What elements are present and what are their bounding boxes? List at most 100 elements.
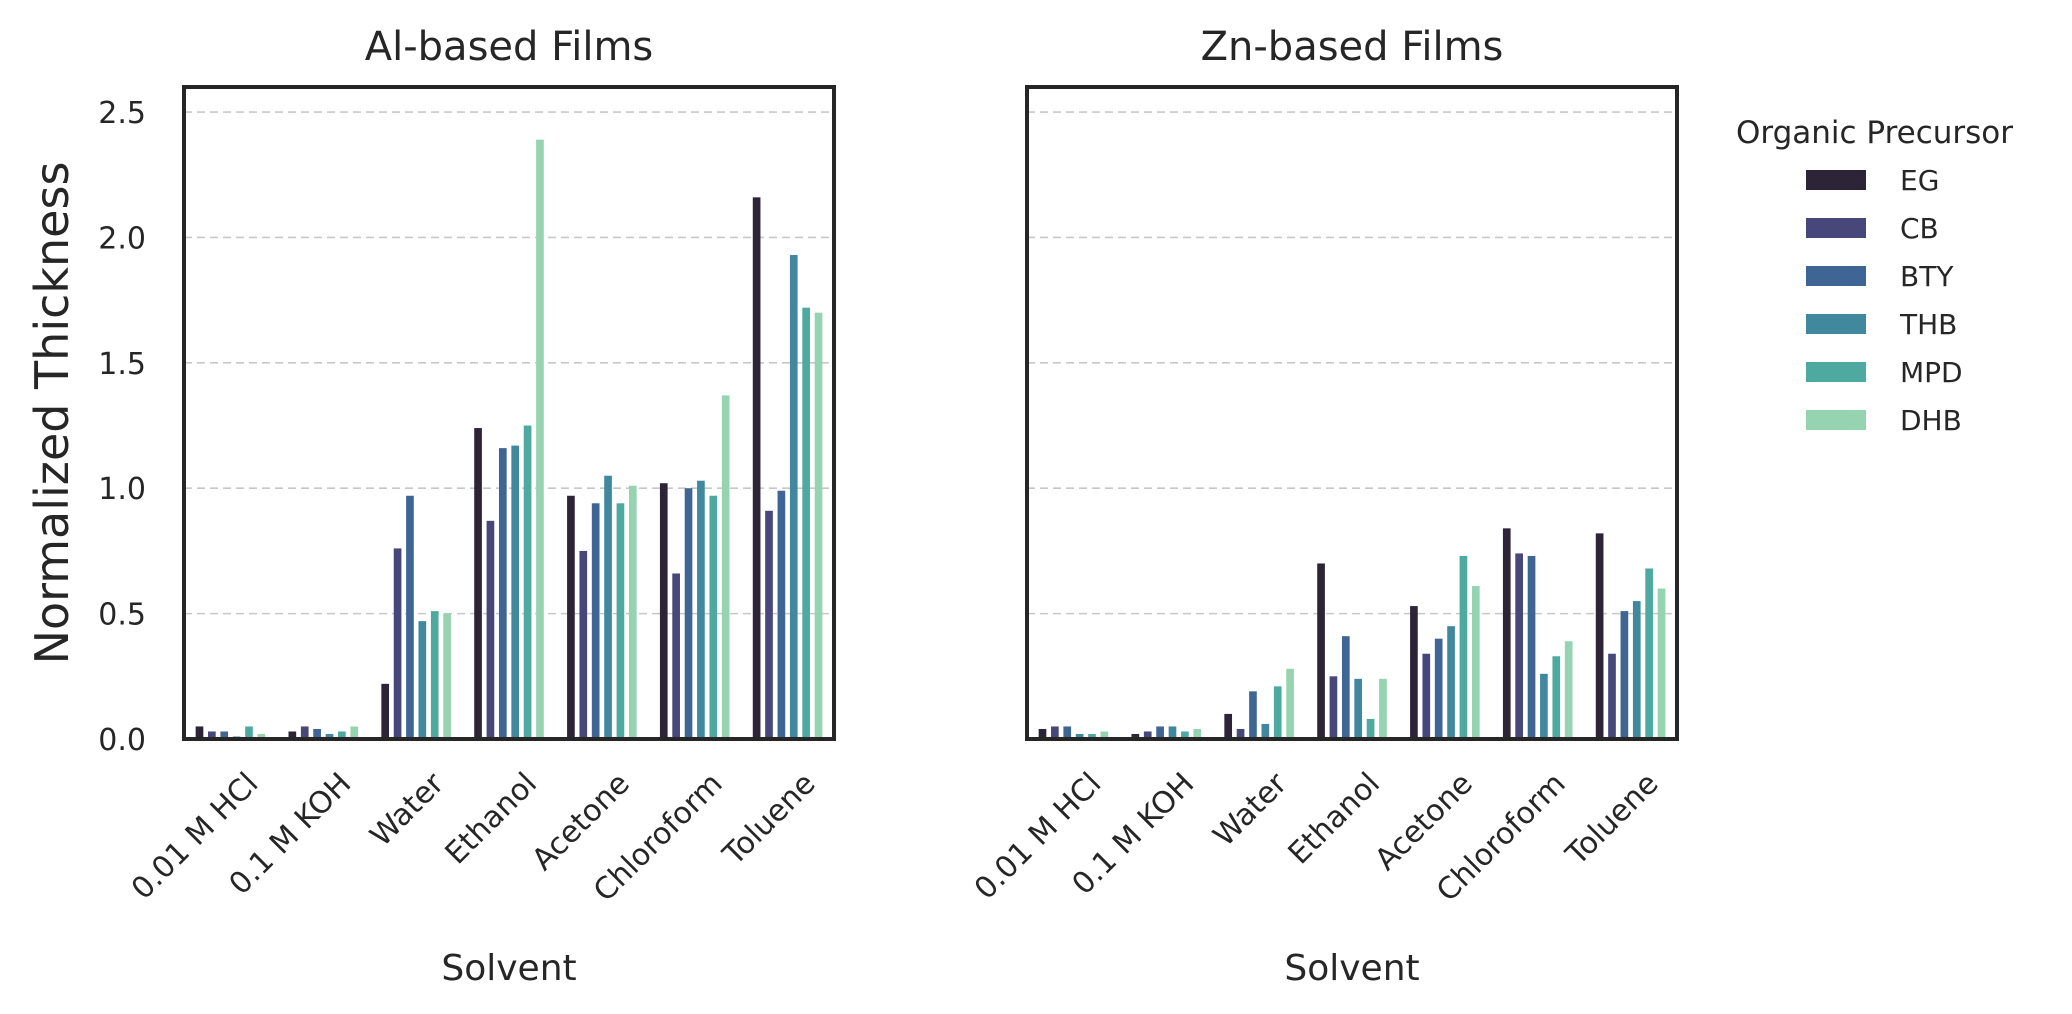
- bar-bty-1: [1063, 726, 1072, 739]
- bar-dhb-7: [1657, 588, 1666, 739]
- bar-mpd-4: [1366, 718, 1375, 739]
- bar-mpd-3: [1273, 686, 1282, 739]
- bar-bty-6: [1527, 555, 1536, 739]
- bar-thb-1: [1075, 733, 1084, 739]
- bar-cb-7: [1608, 653, 1616, 739]
- bar-bty-4: [1341, 636, 1350, 739]
- bar-bty-5: [591, 503, 600, 739]
- panel-title: Zn-based Films: [1201, 24, 1504, 70]
- y-tick-label: 2.5: [98, 96, 146, 131]
- bar-bty-1: [220, 731, 229, 739]
- bar-cb-6: [1515, 553, 1523, 739]
- bar-eg-3: [381, 683, 390, 739]
- bar-mpd-2: [338, 731, 346, 739]
- x-tick-label: Water: [1207, 766, 1295, 854]
- legend-swatch-dhb: [1806, 410, 1866, 430]
- bar-eg-4: [1317, 563, 1325, 739]
- y-tick-label: 1.0: [98, 472, 146, 507]
- bar-thb-6: [1540, 673, 1548, 739]
- legend-label-cb: CB: [1900, 212, 1939, 245]
- legend-title: Organic Precursor: [1736, 115, 2013, 151]
- legend-label-bty: BTY: [1900, 260, 1954, 293]
- legend-swatch-thb: [1806, 314, 1866, 334]
- bar-mpd-2: [1181, 731, 1189, 739]
- bar-dhb-6: [721, 395, 730, 739]
- plot-frame: [182, 85, 836, 741]
- x-tick-label: Toluene: [1559, 766, 1666, 873]
- bar-mpd-1: [1088, 733, 1096, 739]
- bar-dhb-2: [1193, 728, 1202, 739]
- y-tick-label: 1.5: [98, 347, 146, 382]
- bar-bty-7: [777, 490, 786, 739]
- bar-thb-4: [1354, 678, 1363, 739]
- bar-eg-6: [1502, 528, 1511, 739]
- bar-thb-6: [697, 480, 705, 739]
- bar-eg-1: [1038, 728, 1047, 739]
- bar-dhb-6: [1564, 641, 1573, 739]
- bar-mpd-5: [616, 503, 625, 739]
- bar-cb-1: [1051, 726, 1059, 739]
- bar-dhb-1: [1100, 731, 1109, 739]
- bar-dhb-2: [350, 726, 359, 739]
- bar-bty-4: [498, 448, 507, 739]
- legend-label-eg: EG: [1900, 164, 1939, 197]
- bar-cb-2: [300, 726, 309, 739]
- bar-mpd-1: [245, 726, 253, 739]
- bar-cb-7: [765, 510, 773, 739]
- bar-eg-6: [659, 483, 668, 739]
- bar-thb-5: [1447, 626, 1455, 739]
- x-tick-label: Water: [364, 766, 452, 854]
- panel-title: Al-based Films: [365, 24, 654, 70]
- bar-cb-1: [208, 731, 216, 739]
- bar-dhb-4: [1379, 678, 1387, 739]
- bar-cb-4: [1329, 676, 1338, 739]
- bar-thb-2: [325, 733, 334, 739]
- y-axis-label: Normalized Thickness: [25, 162, 79, 665]
- y-tick-label: 2.0: [98, 221, 146, 256]
- x-axis-label: Solvent: [441, 948, 576, 989]
- bar-thb-3: [1261, 723, 1270, 739]
- bar-eg-1: [195, 726, 204, 739]
- legend-swatch-cb: [1806, 218, 1866, 238]
- bar-bty-3: [1249, 691, 1257, 739]
- bar-eg-3: [1224, 713, 1233, 739]
- legend-swatch-eg: [1806, 170, 1866, 190]
- bar-eg-2: [1131, 733, 1140, 739]
- bar-mpd-7: [802, 307, 810, 739]
- bar-bty-6: [684, 488, 693, 739]
- y-tick-label: 0.0: [98, 723, 146, 758]
- bar-bty-2: [1156, 726, 1164, 739]
- bar-dhb-5: [1471, 586, 1480, 739]
- bar-eg-2: [288, 731, 297, 739]
- bar-thb-4: [511, 445, 520, 739]
- bar-cb-3: [1236, 728, 1245, 739]
- bar-dhb-5: [628, 485, 637, 739]
- legend-label-mpd: MPD: [1900, 356, 1963, 389]
- bar-cb-2: [1143, 731, 1152, 739]
- bar-cb-5: [1422, 653, 1431, 739]
- bar-mpd-6: [1552, 656, 1561, 739]
- bar-mpd-5: [1459, 555, 1468, 739]
- bar-dhb-1: [257, 733, 266, 739]
- legend-label-dhb: DHB: [1900, 404, 1962, 437]
- bar-cb-6: [672, 573, 680, 739]
- bar-bty-3: [406, 495, 414, 739]
- bar-eg-5: [567, 495, 575, 739]
- bar-eg-4: [474, 428, 482, 739]
- legend-swatch-bty: [1806, 266, 1866, 286]
- bar-mpd-4: [523, 425, 532, 739]
- x-axis-label: Solvent: [1284, 948, 1419, 989]
- bar-thb-2: [1168, 726, 1177, 739]
- bar-mpd-3: [430, 611, 439, 739]
- legend-swatch-mpd: [1806, 362, 1866, 382]
- bar-thb-3: [418, 621, 427, 739]
- bar-mpd-7: [1645, 568, 1653, 739]
- bar-eg-5: [1410, 606, 1418, 739]
- bar-dhb-3: [443, 613, 451, 739]
- bar-eg-7: [1595, 533, 1604, 739]
- bar-thb-7: [789, 255, 798, 739]
